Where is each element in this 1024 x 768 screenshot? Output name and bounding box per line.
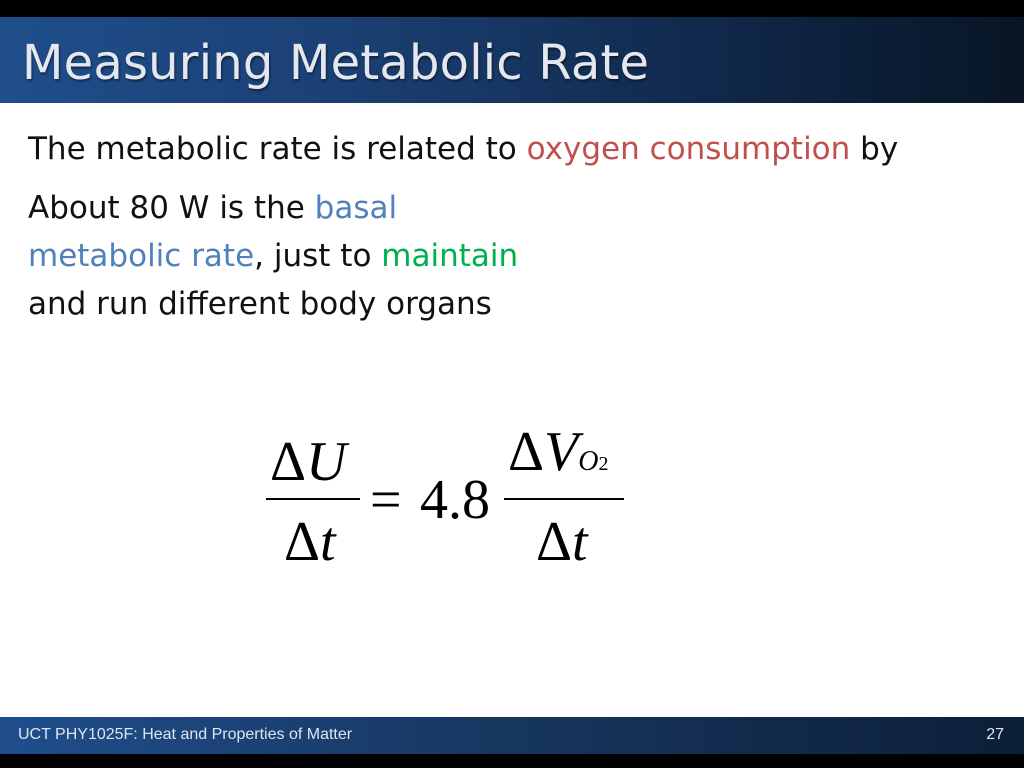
body-line-1: The metabolic rate is related to oxygen … xyxy=(28,134,898,165)
body-line-2: About 80 W is the basal xyxy=(28,193,397,224)
metabolic-rate-highlight: metabolic rate xyxy=(28,238,255,274)
basal-highlight: basal xyxy=(314,190,398,226)
rhs-fraction-bar xyxy=(504,498,624,500)
coefficient: 4.8 xyxy=(420,469,490,531)
rhs-num-subsub: 2 xyxy=(598,453,609,475)
rhs-num-sub: O xyxy=(578,446,599,477)
rhs-numerator: ΔVO2 xyxy=(508,424,608,480)
lhs-den-var: t xyxy=(320,511,336,573)
rhs-den-var: t xyxy=(572,511,588,573)
slide-title: Measuring Metabolic Rate xyxy=(22,35,650,91)
lhs-den-delta: Δ xyxy=(284,511,321,573)
body-line-3: metabolic rate, just to maintain xyxy=(28,241,518,272)
line1-suffix: by xyxy=(850,131,899,167)
slide-number: 27 xyxy=(986,726,1004,743)
body-line-4: and run different body organs xyxy=(28,286,492,322)
rhs-den-delta: Δ xyxy=(536,511,573,573)
line2-text: About 80 W is the xyxy=(28,190,315,226)
footer-course-title: UCT PHY1025F: Heat and Properties of Mat… xyxy=(18,726,353,743)
lhs-numerator: ΔU xyxy=(270,434,346,490)
maintain-highlight: maintain xyxy=(381,238,519,274)
oxygen-consumption-highlight: oxygen consumption xyxy=(526,131,851,167)
lhs-denominator: Δt xyxy=(284,514,336,570)
metabolic-rate-equation: ΔU Δt = 4.8 ΔVO2 Δt xyxy=(262,420,632,580)
lhs-fraction-bar xyxy=(266,498,360,500)
rhs-num-var: V xyxy=(544,421,579,483)
lhs-num-delta: Δ xyxy=(270,431,307,493)
top-strip xyxy=(0,0,1024,17)
rhs-num-delta: Δ xyxy=(508,421,545,483)
equals-sign: = xyxy=(370,469,402,531)
footer-bar: UCT PHY1025F: Heat and Properties of Mat… xyxy=(0,717,1024,754)
bottom-strip xyxy=(0,754,1024,768)
title-bar: Measuring Metabolic Rate xyxy=(0,17,1024,103)
line1-text: The metabolic rate is related to xyxy=(28,131,527,167)
line3-text: , just to xyxy=(254,238,382,274)
rhs-denominator: Δt xyxy=(536,514,588,570)
lhs-num-var: U xyxy=(306,431,347,493)
